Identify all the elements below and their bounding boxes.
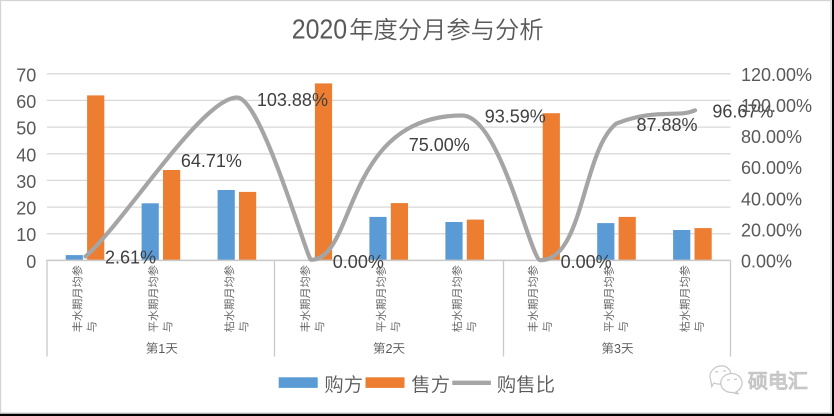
svg-text:40: 40 [16,145,36,165]
svg-text:2: 2 [386,342,393,356]
svg-text:100.00%: 100.00% [741,96,812,116]
svg-text:0: 0 [26,252,36,272]
svg-text:50: 50 [16,119,36,139]
svg-text:10: 10 [16,225,36,245]
svg-text:96.67%: 96.67% [712,102,773,122]
svg-text:0.00%: 0.00% [333,252,384,272]
svg-text:87.88%: 87.88% [637,115,698,135]
svg-text:1: 1 [158,342,165,356]
svg-text:80.00%: 80.00% [741,127,802,147]
svg-text:3: 3 [614,342,621,356]
svg-text:0.00%: 0.00% [741,252,792,272]
svg-text:120.00%: 120.00% [741,65,812,85]
svg-text:2020: 2020 [292,13,347,44]
svg-text:103.88%: 103.88% [257,90,328,110]
svg-text:2.61%: 2.61% [105,248,156,268]
svg-text:20.00%: 20.00% [741,220,802,240]
svg-text:40.00%: 40.00% [741,189,802,209]
svg-text:70: 70 [16,65,36,85]
svg-text:93.59%: 93.59% [485,106,546,126]
svg-text:60: 60 [16,92,36,112]
svg-text:75.00%: 75.00% [409,135,470,155]
svg-text:0.00%: 0.00% [561,252,612,272]
svg-text:30: 30 [16,172,36,192]
svg-text:20: 20 [16,199,36,219]
svg-text:64.71%: 64.71% [181,151,242,171]
svg-text:60.00%: 60.00% [741,158,802,178]
